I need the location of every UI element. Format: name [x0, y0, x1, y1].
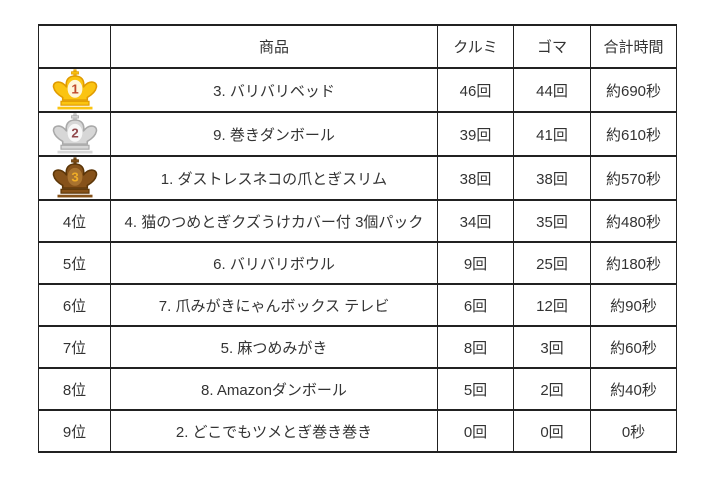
header-product: 商品: [110, 24, 438, 69]
table-row: 4位 4. 猫のつめとぎクズうけカバー付 3個パック 34回 35回 約480秒: [38, 199, 677, 243]
ranking-table-container: 商品 クルミ ゴマ 合計時間 1 3. バリバリベッド 46回 44回 約690秒 2 9.…: [38, 24, 677, 453]
product-cell: 6. バリバリボウル: [110, 241, 438, 285]
table-row: 6位 7. 爪みがきにゃんボックス テレビ 6回 12回 約90秒: [38, 283, 677, 327]
rank-cell: 7位: [38, 325, 111, 369]
table-row: 7位 5. 麻つめみがき 8回 3回 約60秒: [38, 325, 677, 369]
rank-cell: 6位: [38, 283, 111, 327]
product-cell: 4. 猫のつめとぎクズうけカバー付 3個パック: [110, 199, 438, 243]
header-goma: ゴマ: [513, 24, 591, 69]
kurumi-count-cell: 39回: [437, 111, 514, 157]
kurumi-count-cell: 5回: [437, 367, 514, 411]
goma-count-cell: 44回: [513, 67, 591, 113]
product-cell: 3. バリバリベッド: [110, 67, 438, 113]
product-cell: 9. 巻きダンボール: [110, 111, 438, 157]
header-total-time: 合計時間: [590, 24, 677, 69]
table-row: 3 1. ダストレスネコの爪とぎスリム 38回 38回 約570秒: [38, 155, 677, 201]
crown-bronze-icon: 3: [52, 158, 97, 198]
header-kurumi: クルミ: [437, 24, 514, 69]
goma-count-cell: 0回: [513, 409, 591, 453]
header-row: 商品 クルミ ゴマ 合計時間: [38, 24, 677, 69]
product-cell: 5. 麻つめみがき: [110, 325, 438, 369]
total-time-cell: 約60秒: [590, 325, 677, 369]
total-time-cell: 約610秒: [590, 111, 677, 157]
product-cell: 1. ダストレスネコの爪とぎスリム: [110, 155, 438, 201]
product-cell: 8. Amazonダンボール: [110, 367, 438, 411]
kurumi-count-cell: 6回: [437, 283, 514, 327]
total-time-cell: 約570秒: [590, 155, 677, 201]
product-cell: 2. どこでもツメとぎ巻き巻き: [110, 409, 438, 453]
total-time-cell: 約180秒: [590, 241, 677, 285]
kurumi-count-cell: 34回: [437, 199, 514, 243]
rank-cell: 3: [38, 155, 111, 201]
goma-count-cell: 25回: [513, 241, 591, 285]
rank-cell: 1: [38, 67, 111, 113]
kurumi-count-cell: 38回: [437, 155, 514, 201]
rank-cell: 2: [38, 111, 111, 157]
goma-count-cell: 38回: [513, 155, 591, 201]
header-rank: [38, 24, 111, 69]
table-row: 5位 6. バリバリボウル 9回 25回 約180秒: [38, 241, 677, 285]
rank-cell: 5位: [38, 241, 111, 285]
ranking-table: 商品 クルミ ゴマ 合計時間 1 3. バリバリベッド 46回 44回 約690秒 2 9.…: [38, 24, 677, 453]
table-row: 8位 8. Amazonダンボール 5回 2回 約40秒: [38, 367, 677, 411]
kurumi-count-cell: 9回: [437, 241, 514, 285]
kurumi-count-cell: 0回: [437, 409, 514, 453]
total-time-cell: 0秒: [590, 409, 677, 453]
crown-silver-icon: 2: [52, 114, 97, 154]
total-time-cell: 約40秒: [590, 367, 677, 411]
svg-text:3: 3: [71, 170, 78, 185]
rank-cell: 9位: [38, 409, 111, 453]
product-cell: 7. 爪みがきにゃんボックス テレビ: [110, 283, 438, 327]
svg-text:2: 2: [71, 126, 78, 141]
kurumi-count-cell: 8回: [437, 325, 514, 369]
rank-cell: 8位: [38, 367, 111, 411]
table-body: 1 3. バリバリベッド 46回 44回 約690秒 2 9. 巻きダンボール 39回 41回約…: [38, 67, 677, 453]
total-time-cell: 約480秒: [590, 199, 677, 243]
table-row: 2 9. 巻きダンボール 39回 41回 約610秒: [38, 111, 677, 157]
goma-count-cell: 12回: [513, 283, 591, 327]
table-row: 9位 2. どこでもツメとぎ巻き巻き 0回 0回 0秒: [38, 409, 677, 453]
rank-cell: 4位: [38, 199, 111, 243]
svg-text:1: 1: [71, 82, 78, 97]
crown-gold-icon: 1: [52, 70, 97, 110]
goma-count-cell: 41回: [513, 111, 591, 157]
total-time-cell: 約690秒: [590, 67, 677, 113]
goma-count-cell: 35回: [513, 199, 591, 243]
goma-count-cell: 2回: [513, 367, 591, 411]
kurumi-count-cell: 46回: [437, 67, 514, 113]
table-row: 1 3. バリバリベッド 46回 44回 約690秒: [38, 67, 677, 113]
goma-count-cell: 3回: [513, 325, 591, 369]
total-time-cell: 約90秒: [590, 283, 677, 327]
